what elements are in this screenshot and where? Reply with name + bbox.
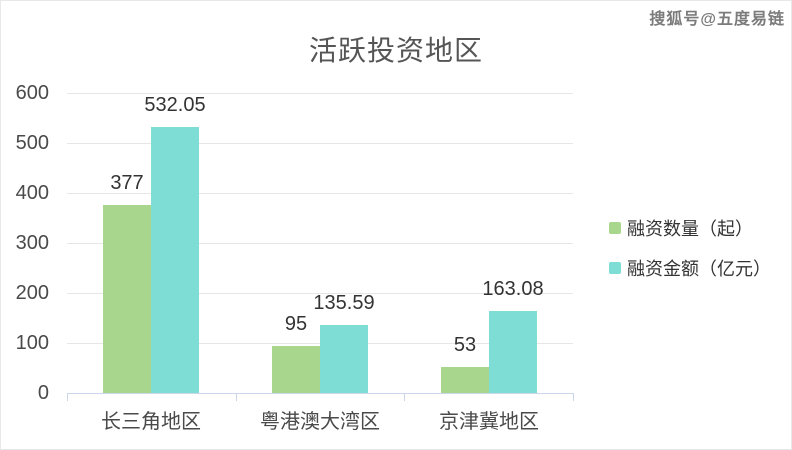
x-axis-tick bbox=[236, 394, 237, 401]
y-axis-label: 300 bbox=[15, 232, 49, 254]
legend-label-financing-count: 融资数量（起） bbox=[627, 219, 753, 239]
x-axis-label: 京津冀地区 bbox=[439, 411, 539, 433]
bar-value-label: 377 bbox=[110, 172, 144, 194]
y-axis-label: 0 bbox=[37, 382, 49, 404]
bar-value-label: 95 bbox=[284, 313, 308, 335]
gridline bbox=[67, 93, 573, 94]
bar-value-label: 532.05 bbox=[144, 94, 206, 116]
bar-value-label: 53 bbox=[453, 334, 477, 356]
x-axis-label: 粤港澳大湾区 bbox=[260, 411, 380, 433]
bar-value-label: 163.08 bbox=[482, 278, 544, 300]
y-axis-label: 100 bbox=[15, 332, 49, 354]
chart-title: 活跃投资地区 bbox=[308, 35, 483, 66]
x-axis-tick bbox=[67, 394, 68, 401]
gridline bbox=[67, 193, 573, 194]
bar-amount-cat1[interactable] bbox=[320, 325, 368, 393]
bar-amount-cat2[interactable] bbox=[489, 311, 537, 393]
gridline bbox=[67, 293, 573, 294]
legend-swatch-teal bbox=[609, 262, 621, 274]
legend-item-financing-amount[interactable]: 融资金额（亿元） bbox=[609, 255, 771, 281]
x-axis-line bbox=[67, 393, 574, 394]
x-axis-label: 长三角地区 bbox=[101, 411, 201, 433]
gridline bbox=[67, 243, 573, 244]
bar-count-cat0[interactable] bbox=[103, 205, 151, 394]
y-axis-label: 600 bbox=[15, 82, 49, 104]
bar-amount-cat0[interactable] bbox=[151, 127, 199, 393]
y-axis-label: 200 bbox=[15, 282, 49, 304]
bar-count-cat2[interactable] bbox=[441, 367, 489, 394]
bar-value-label: 135.59 bbox=[313, 292, 375, 314]
y-axis-label: 500 bbox=[15, 132, 49, 154]
legend-swatch-green bbox=[609, 222, 621, 234]
legend-item-financing-count[interactable]: 融资数量（起） bbox=[609, 215, 771, 241]
gridline bbox=[67, 143, 573, 144]
watermark: 搜狐号@五度易链 bbox=[649, 11, 785, 28]
bar-count-cat1[interactable] bbox=[272, 346, 320, 394]
legend: 融资数量（起） 融资金额（亿元） bbox=[609, 215, 771, 295]
y-axis-label: 400 bbox=[15, 182, 49, 204]
legend-label-financing-amount: 融资金额（亿元） bbox=[627, 259, 771, 279]
x-axis-tick bbox=[573, 394, 574, 401]
x-axis-tick bbox=[404, 394, 405, 401]
